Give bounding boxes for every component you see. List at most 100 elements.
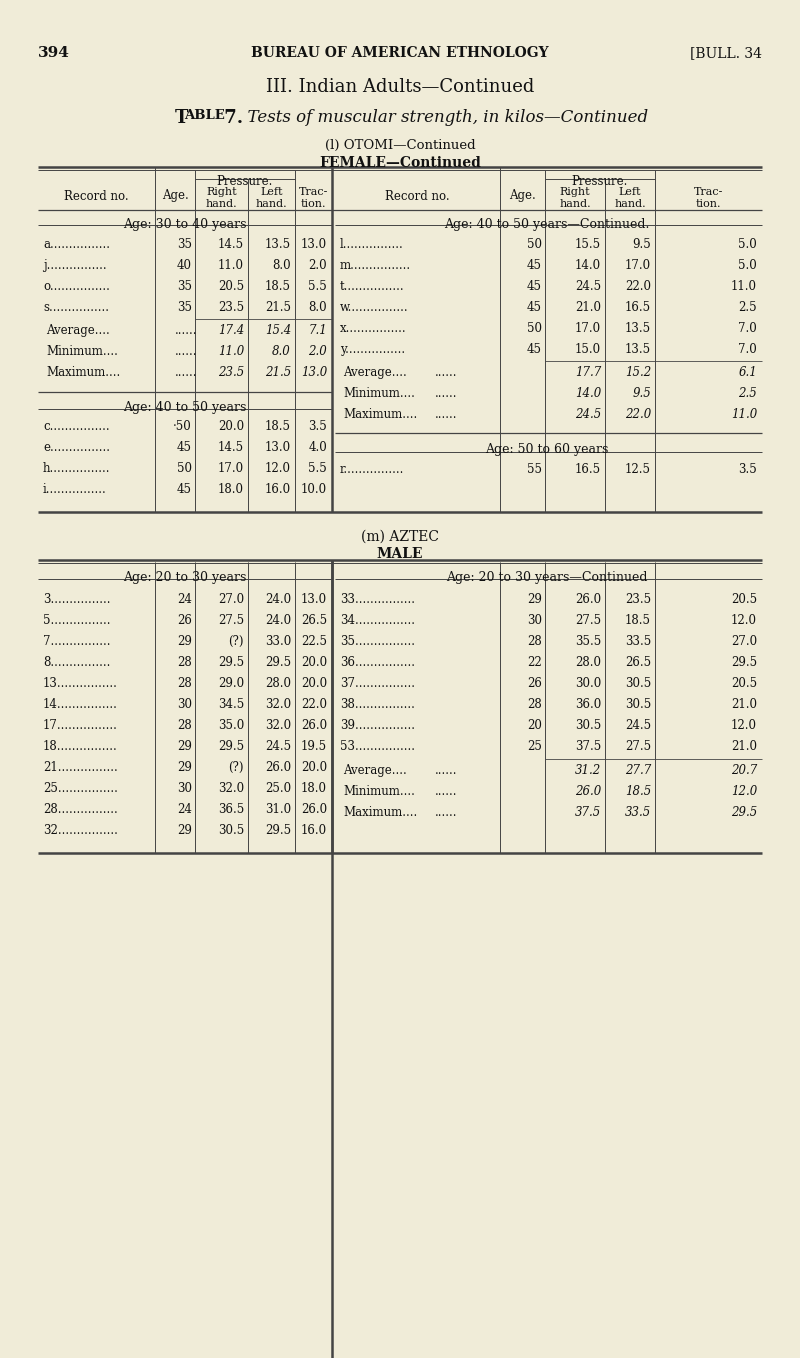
Text: ·50: ·50 <box>174 420 192 433</box>
Text: 21................: 21................ <box>43 760 118 774</box>
Text: 24.5: 24.5 <box>574 407 601 421</box>
Text: 45: 45 <box>527 280 542 293</box>
Text: y................: y................ <box>340 344 405 356</box>
Text: Left
hand.: Left hand. <box>614 187 646 209</box>
Text: 24: 24 <box>177 593 192 606</box>
Text: 17................: 17................ <box>43 718 118 732</box>
Text: 23.5: 23.5 <box>218 367 244 379</box>
Text: 5.0: 5.0 <box>738 238 757 251</box>
Text: 30: 30 <box>177 782 192 794</box>
Text: 26.0: 26.0 <box>301 718 327 732</box>
Text: 31.0: 31.0 <box>265 803 291 816</box>
Text: ......: ...... <box>435 765 458 777</box>
Text: 35: 35 <box>177 280 192 293</box>
Text: l................: l................ <box>340 238 404 251</box>
Text: 26.0: 26.0 <box>574 785 601 799</box>
Text: 18.0: 18.0 <box>301 782 327 794</box>
Text: MALE: MALE <box>377 547 423 561</box>
Text: 35: 35 <box>177 238 192 251</box>
Text: 33.0: 33.0 <box>265 636 291 648</box>
Text: 5.0: 5.0 <box>738 259 757 272</box>
Text: 20.5: 20.5 <box>218 280 244 293</box>
Text: 24.5: 24.5 <box>265 740 291 752</box>
Text: 33................: 33................ <box>340 593 415 606</box>
Text: 20: 20 <box>527 718 542 732</box>
Text: III. Indian Adults—Continued: III. Indian Adults—Continued <box>266 77 534 96</box>
Text: 55: 55 <box>527 463 542 477</box>
Text: e................: e................ <box>43 441 110 454</box>
Text: (m) AZTEC: (m) AZTEC <box>361 530 439 545</box>
Text: 26: 26 <box>177 614 192 627</box>
Text: 53................: 53................ <box>340 740 415 752</box>
Text: 2.5: 2.5 <box>738 387 757 401</box>
Text: 14.5: 14.5 <box>218 441 244 454</box>
Text: 33.5: 33.5 <box>625 807 651 819</box>
Text: Age.: Age. <box>509 189 536 202</box>
Text: Maximum....: Maximum.... <box>46 367 120 379</box>
Text: 13................: 13................ <box>43 678 118 690</box>
Text: 27.7: 27.7 <box>625 765 651 777</box>
Text: 25.0: 25.0 <box>265 782 291 794</box>
Text: 27.5: 27.5 <box>575 614 601 627</box>
Text: 27.5: 27.5 <box>218 614 244 627</box>
Text: 17.0: 17.0 <box>625 259 651 272</box>
Text: 8................: 8................ <box>43 656 110 669</box>
Text: Average....: Average.... <box>343 367 406 379</box>
Text: Pressure.: Pressure. <box>572 175 628 187</box>
Text: Minimum....: Minimum.... <box>343 387 415 401</box>
Text: Age: 20 to 30 years—Continued: Age: 20 to 30 years—Continued <box>446 570 648 584</box>
Text: 33.5: 33.5 <box>625 636 651 648</box>
Text: 50: 50 <box>177 462 192 475</box>
Text: 11.0: 11.0 <box>730 407 757 421</box>
Text: 28.0: 28.0 <box>575 656 601 669</box>
Text: c................: c................ <box>43 420 110 433</box>
Text: 24: 24 <box>177 803 192 816</box>
Text: 45: 45 <box>527 344 542 356</box>
Text: 28.0: 28.0 <box>265 678 291 690</box>
Text: 20.5: 20.5 <box>731 593 757 606</box>
Text: Tests of muscular strength, in kilos—Continued: Tests of muscular strength, in kilos—Con… <box>237 109 648 126</box>
Text: 35: 35 <box>177 301 192 314</box>
Text: Age: 40 to 50 years: Age: 40 to 50 years <box>123 401 246 414</box>
Text: 10.0: 10.0 <box>301 483 327 496</box>
Text: FEMALE—Continued: FEMALE—Continued <box>319 156 481 170</box>
Text: (l) OTOMI—Continued: (l) OTOMI—Continued <box>325 139 475 152</box>
Text: 11.0: 11.0 <box>218 259 244 272</box>
Text: 28: 28 <box>178 718 192 732</box>
Text: 19.5: 19.5 <box>301 740 327 752</box>
Text: 3................: 3................ <box>43 593 110 606</box>
Text: 29.5: 29.5 <box>265 656 291 669</box>
Text: 7.0: 7.0 <box>738 344 757 356</box>
Text: 15.4: 15.4 <box>265 325 291 337</box>
Text: 13.0: 13.0 <box>301 238 327 251</box>
Text: Left
hand.: Left hand. <box>256 187 287 209</box>
Text: 11.0: 11.0 <box>218 345 244 359</box>
Text: ......: ...... <box>435 785 458 799</box>
Text: 7.1: 7.1 <box>308 325 327 337</box>
Text: 20.7: 20.7 <box>730 765 757 777</box>
Text: 12.0: 12.0 <box>730 785 757 799</box>
Text: 17.7: 17.7 <box>574 367 601 379</box>
Text: 3.5: 3.5 <box>308 420 327 433</box>
Text: 17.0: 17.0 <box>218 462 244 475</box>
Text: ......: ...... <box>435 807 458 819</box>
Text: 15.2: 15.2 <box>625 367 651 379</box>
Text: 22.0: 22.0 <box>625 407 651 421</box>
Text: Trac-
tion.: Trac- tion. <box>694 187 723 209</box>
Text: 16.5: 16.5 <box>575 463 601 477</box>
Text: [BULL. 34: [BULL. 34 <box>690 46 762 60</box>
Text: 11.0: 11.0 <box>731 280 757 293</box>
Text: (?): (?) <box>229 636 244 648</box>
Text: Record no.: Record no. <box>64 190 129 202</box>
Text: 45: 45 <box>527 301 542 314</box>
Text: 14.0: 14.0 <box>575 259 601 272</box>
Text: 14................: 14................ <box>43 698 118 712</box>
Text: s................: s................ <box>43 301 109 314</box>
Text: 12.5: 12.5 <box>625 463 651 477</box>
Text: 32.0: 32.0 <box>265 698 291 712</box>
Text: Minimum....: Minimum.... <box>46 345 118 359</box>
Text: ......: ...... <box>175 325 198 337</box>
Text: Record no.: Record no. <box>385 190 450 202</box>
Text: x................: x................ <box>340 322 406 335</box>
Text: 29: 29 <box>177 824 192 837</box>
